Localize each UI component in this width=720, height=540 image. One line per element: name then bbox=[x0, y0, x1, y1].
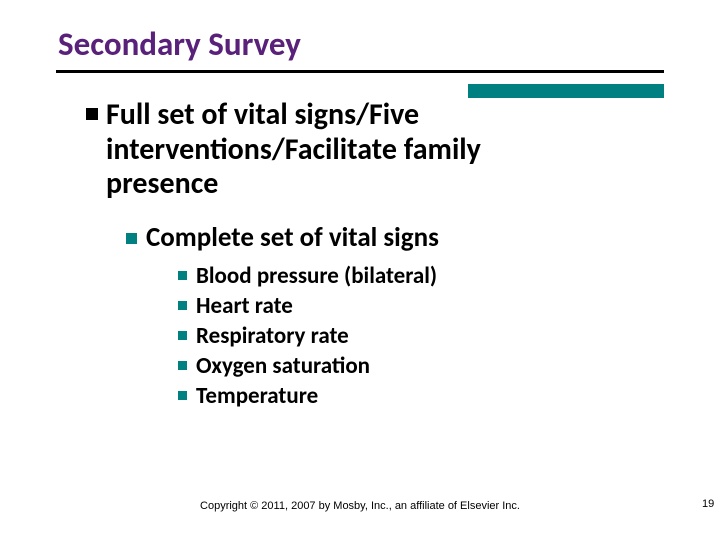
page-number: 19 bbox=[702, 498, 714, 510]
bullet-l3 bbox=[178, 391, 187, 400]
title-underline bbox=[56, 70, 664, 73]
level3-item: Temperature bbox=[196, 382, 318, 410]
bullet-l2 bbox=[126, 233, 137, 244]
level3-item: Heart rate bbox=[196, 292, 293, 320]
copyright-footer: Copyright © 2011, 2007 by Mosby, Inc., a… bbox=[0, 500, 720, 512]
slide-title: Secondary Survey bbox=[58, 24, 301, 64]
bullet-l3 bbox=[178, 271, 187, 280]
bullet-l3 bbox=[178, 301, 187, 310]
level2-text: Complete set of vital signs bbox=[146, 221, 439, 254]
bullet-l3 bbox=[178, 331, 187, 340]
bullet-l1 bbox=[86, 108, 98, 120]
bullet-l3 bbox=[178, 361, 187, 370]
level3-item: Oxygen saturation bbox=[196, 352, 370, 380]
accent-bar bbox=[468, 84, 664, 98]
slide: Secondary Survey Full set of vital signs… bbox=[0, 0, 720, 540]
level3-item: Blood pressure (bilateral) bbox=[196, 262, 437, 290]
level3-item: Respiratory rate bbox=[196, 322, 349, 350]
level1-text: Full set of vital signs/Five interventio… bbox=[106, 98, 596, 202]
